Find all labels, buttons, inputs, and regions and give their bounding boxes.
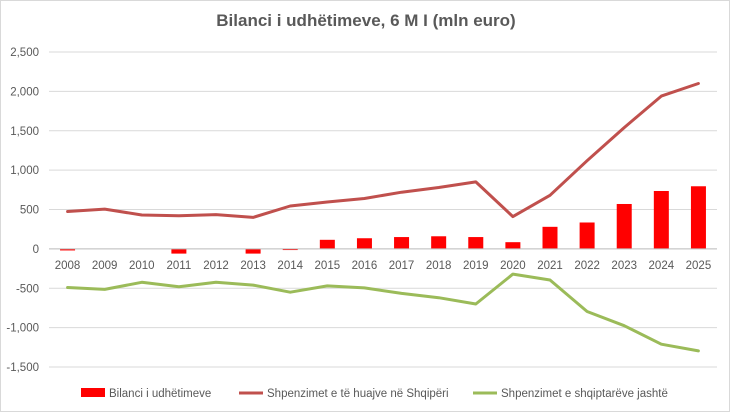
x-tick-label: 2019 (463, 260, 489, 272)
x-tick-label: 2014 (277, 260, 303, 272)
y-tick-label: 0 (33, 244, 39, 256)
y-tick-label: -500 (16, 283, 39, 295)
y-tick-label: 2,000 (10, 86, 39, 98)
y-tick-label: -1,500 (6, 362, 39, 374)
bar (579, 222, 595, 249)
x-tick-label: 2015 (315, 260, 341, 272)
bar (394, 237, 410, 249)
legend-label: Shpenzimet e të huajve në Shqipëri (267, 388, 449, 400)
bar (282, 248, 298, 251)
y-tick-label: 500 (20, 205, 39, 217)
bar (505, 242, 521, 249)
bar (245, 248, 261, 254)
bar (431, 236, 447, 249)
bar (690, 186, 706, 249)
x-tick-label: 2013 (240, 260, 266, 272)
x-tick-label: 2022 (574, 260, 600, 272)
legend-swatch (81, 388, 105, 397)
x-tick-label: 2025 (686, 260, 712, 272)
x-tick-label: 2010 (129, 260, 155, 272)
bar (653, 190, 669, 249)
x-tick-label: 2024 (649, 260, 675, 272)
x-tick-label: 2012 (203, 260, 229, 272)
legend-label: Shpenzimet e shqiptarëve jashtë (501, 388, 668, 400)
y-tick-label: 1,500 (10, 126, 39, 138)
legend-label: Bilanci i udhëtimeve (109, 388, 211, 400)
x-tick-label: 2017 (389, 260, 415, 272)
bar (356, 238, 372, 249)
bar (171, 248, 187, 254)
series-line-2 (66, 272, 700, 353)
y-tick-label: -1,000 (6, 323, 39, 335)
x-tick-label: 2023 (611, 260, 637, 272)
x-tick-label: 2020 (500, 260, 526, 272)
bar (60, 248, 76, 251)
y-tick-label: 2,500 (10, 47, 39, 59)
x-tick-label: 2018 (426, 260, 452, 272)
bar (542, 226, 558, 249)
x-tick-label: 2021 (537, 260, 563, 272)
x-tick-label: 2008 (55, 260, 81, 272)
x-tick-label: 2009 (92, 260, 118, 272)
series-line-1 (66, 82, 700, 219)
bar (319, 239, 335, 249)
y-tick-label: 1,000 (10, 165, 39, 177)
bar (468, 237, 484, 249)
x-tick-label: 2016 (352, 260, 378, 272)
x-tick-label: 2011 (167, 260, 192, 272)
bar (616, 203, 632, 249)
chart-title: Bilanci i udhëtimeve, 6 M I (mln euro) (216, 11, 516, 30)
